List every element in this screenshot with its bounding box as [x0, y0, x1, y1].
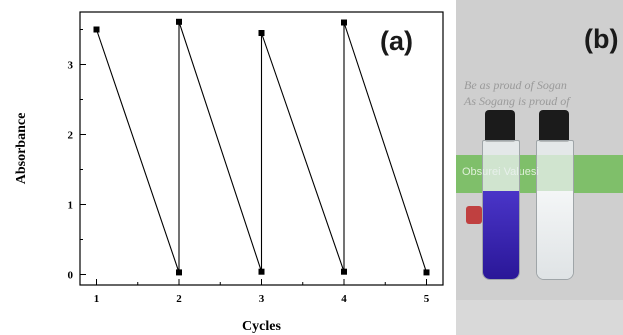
y-tick-label: 2 — [68, 130, 74, 142]
vial-photo: Be as proud of Sogan As Sogang is proud … — [456, 0, 623, 335]
vial-blue — [482, 110, 520, 280]
x-tick-label: 1 — [94, 293, 100, 305]
clear-solution — [537, 191, 573, 279]
y-tick-label: 3 — [68, 60, 74, 72]
x-tick-label: 3 — [259, 293, 265, 305]
y-tick-label: 0 — [68, 270, 74, 282]
panel-label-a: (a) — [380, 26, 413, 56]
data-point-marker — [258, 30, 265, 36]
data-point-marker — [176, 269, 182, 276]
vial-clear — [536, 110, 574, 280]
panel-label-b: (b) — [584, 24, 619, 54]
data-point-marker — [423, 269, 430, 276]
photo-background-text-2: As Sogang is proud of — [464, 94, 570, 108]
vial-glass — [482, 140, 520, 280]
vial-cap — [485, 110, 515, 142]
x-axis-ticks: 1 2 3 4 5 — [94, 279, 430, 305]
vial-cap — [539, 110, 569, 142]
data-point-marker — [341, 19, 347, 26]
y-axis-ticks: 0 1 2 3 — [68, 29, 86, 282]
table-surface — [456, 300, 623, 335]
x-axis-label: Cycles — [242, 319, 281, 334]
vial-glass — [536, 140, 574, 280]
data-point-marker — [93, 26, 100, 33]
logo-icon — [466, 206, 482, 224]
photo-background-text-1: Be as proud of Sogan — [464, 78, 567, 92]
x-tick-label: 5 — [424, 293, 430, 305]
data-point-marker — [176, 18, 182, 25]
series-line — [95, 21, 428, 273]
data-point-marker — [341, 268, 347, 275]
series-group — [93, 18, 430, 276]
y-axis-label: Absorbance — [14, 113, 29, 185]
data-point-marker — [258, 268, 265, 275]
absorbance-chart: 0 1 2 3 1 2 3 4 5 Absorbance Cycles — [14, 11, 444, 334]
x-tick-label: 4 — [341, 293, 347, 305]
x-tick-label: 2 — [176, 293, 182, 305]
y-tick-label: 1 — [68, 200, 74, 212]
blue-solution — [483, 191, 519, 279]
